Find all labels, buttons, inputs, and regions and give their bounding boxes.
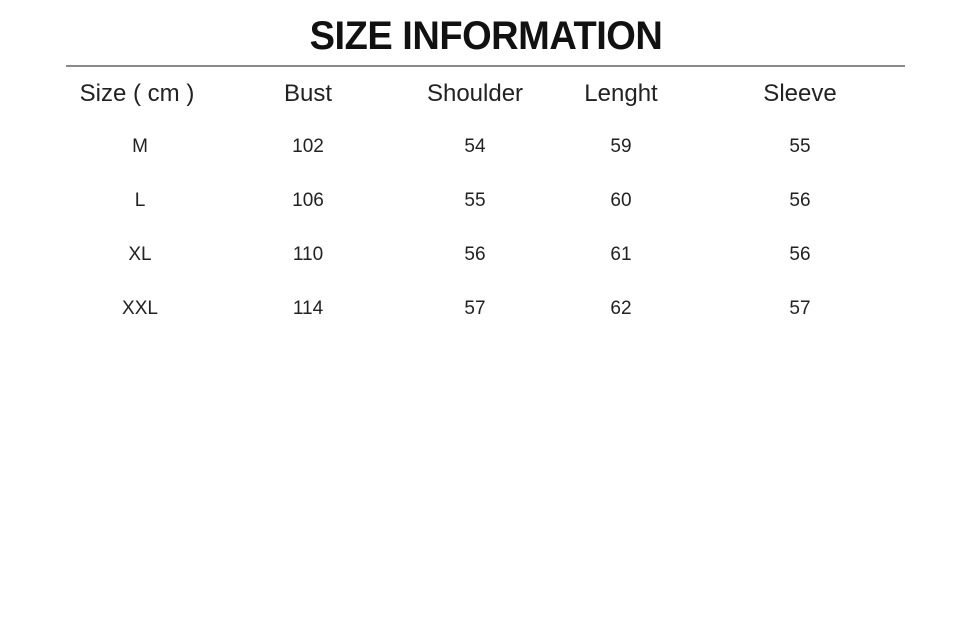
column-header: Bust bbox=[283, 80, 333, 107]
table-cell: 54 bbox=[464, 136, 486, 157]
table-cell: 114 bbox=[292, 298, 324, 319]
table-cell: 55 bbox=[789, 136, 811, 157]
column-header: Sleeve bbox=[763, 80, 837, 107]
table-cell: 55 bbox=[464, 190, 486, 211]
table-cell: 106 bbox=[292, 190, 324, 211]
divider bbox=[66, 65, 905, 67]
page-title: SIZE INFORMATION bbox=[309, 14, 663, 58]
size-label: XXL bbox=[122, 298, 158, 319]
table-cell: 62 bbox=[610, 298, 632, 319]
table-cell: 56 bbox=[789, 190, 811, 211]
size-label: M bbox=[132, 136, 148, 157]
column-header: Lenght bbox=[584, 80, 658, 107]
table-cell: 56 bbox=[789, 244, 811, 265]
table-cell: 61 bbox=[610, 244, 632, 265]
column-header: Shoulder bbox=[426, 80, 524, 107]
column-header: Size ( cm ) bbox=[79, 80, 195, 107]
table-cell: 57 bbox=[464, 298, 486, 319]
table-cell: 102 bbox=[292, 136, 324, 157]
size-label: L bbox=[134, 190, 146, 211]
table-cell: 57 bbox=[789, 298, 811, 319]
table-cell: 56 bbox=[464, 244, 486, 265]
size-label: XL bbox=[128, 244, 152, 265]
table-cell: 59 bbox=[610, 136, 632, 157]
table-cell: 110 bbox=[292, 244, 324, 265]
table-cell: 60 bbox=[610, 190, 632, 211]
